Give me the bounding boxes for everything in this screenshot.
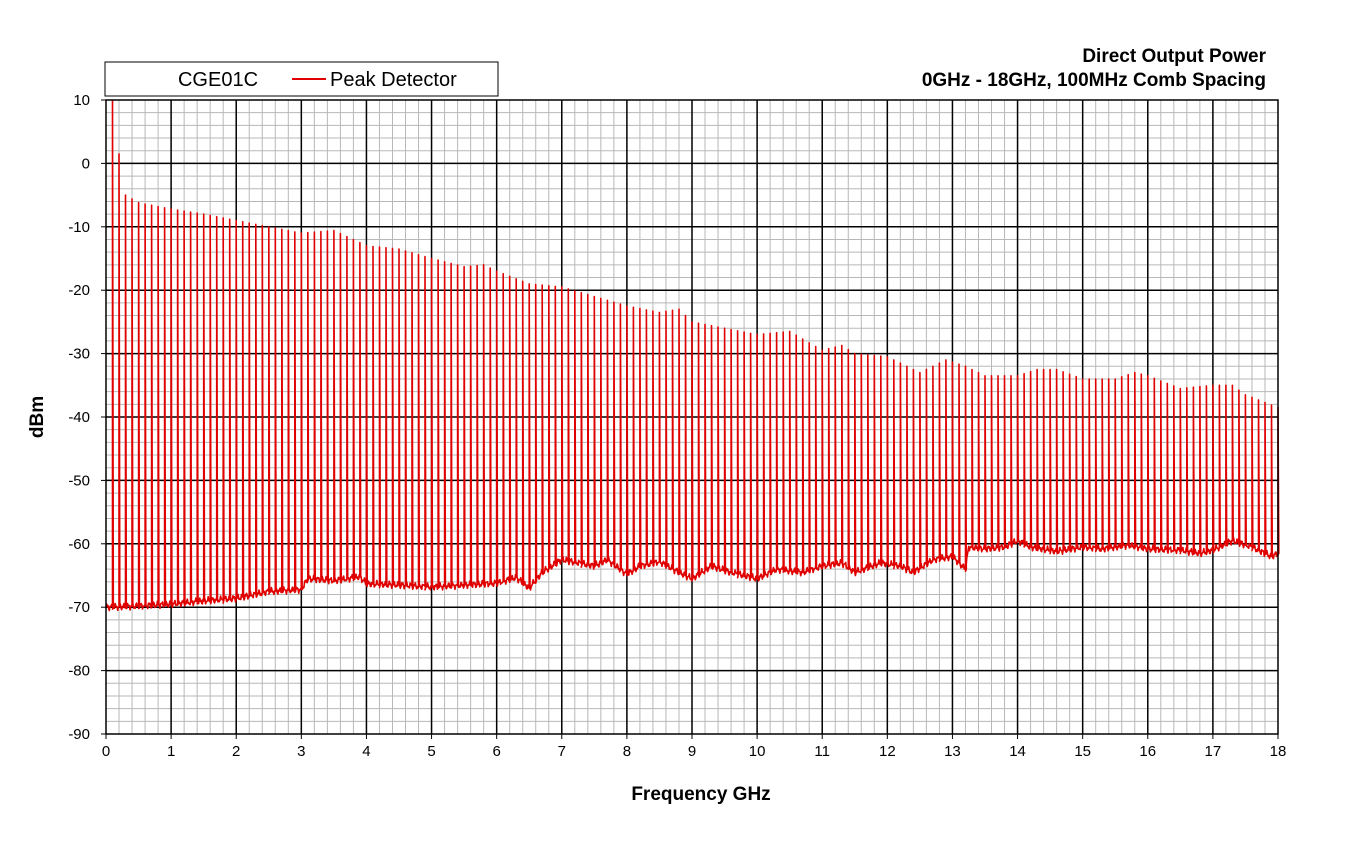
x-tick-label: 8 bbox=[623, 743, 631, 760]
x-tick-label: 14 bbox=[1009, 743, 1026, 760]
legend-device-label: CGE01C bbox=[178, 69, 258, 91]
x-axis-ticks: 0 1 2 3 4 5 6 7 8 9 10 11 12 13 14 15 16 17 18 bbox=[102, 734, 1287, 760]
x-tick-label: 12 bbox=[879, 743, 896, 760]
y-tick-label: -10 bbox=[68, 219, 90, 236]
x-tick-label: 2 bbox=[232, 743, 240, 760]
x-tick-label: 18 bbox=[1270, 743, 1287, 760]
y-axis-ticks: 10 0 -10 -20 -30 -40 -50 -60 -70 -80 -90 bbox=[68, 92, 106, 743]
y-tick-label: -60 bbox=[68, 536, 90, 553]
y-axis-title: dBm bbox=[27, 396, 48, 438]
x-tick-label: 16 bbox=[1139, 743, 1156, 760]
x-tick-label: 9 bbox=[688, 743, 696, 760]
x-tick-label: 6 bbox=[492, 743, 500, 760]
x-tick-label: 11 bbox=[814, 743, 830, 760]
y-tick-label: -30 bbox=[68, 346, 90, 363]
x-axis-title: Frequency GHz bbox=[631, 784, 770, 805]
x-tick-label: 5 bbox=[427, 743, 435, 760]
x-tick-label: 0 bbox=[102, 743, 110, 760]
y-tick-label: -90 bbox=[68, 726, 90, 743]
chart-title-line-2: 0GHz - 18GHz, 100MHz Comb Spacing bbox=[922, 70, 1266, 91]
y-tick-label: -50 bbox=[68, 472, 90, 489]
x-tick-label: 15 bbox=[1074, 743, 1091, 760]
x-tick-label: 7 bbox=[558, 743, 566, 760]
x-tick-label: 10 bbox=[749, 743, 766, 760]
chart-title-line-1: Direct Output Power bbox=[1082, 46, 1266, 67]
y-tick-label: 0 bbox=[82, 155, 90, 172]
legend-entry-peak-detector: Peak Detector bbox=[330, 69, 457, 91]
y-tick-label: -20 bbox=[68, 282, 90, 299]
x-tick-label: 3 bbox=[297, 743, 305, 760]
x-tick-label: 17 bbox=[1205, 743, 1222, 760]
series-peak-detector bbox=[105, 99, 1280, 612]
x-tick-label: 4 bbox=[362, 743, 370, 760]
legend: CGE01C Peak Detector bbox=[104, 61, 499, 97]
x-tick-label: 1 bbox=[167, 743, 175, 760]
peak-detector-trace bbox=[105, 99, 1280, 612]
y-tick-label: 10 bbox=[73, 92, 90, 109]
y-tick-label: -70 bbox=[68, 599, 90, 616]
x-tick-label: 13 bbox=[944, 743, 961, 760]
y-tick-label: -80 bbox=[68, 663, 90, 680]
y-tick-label: -40 bbox=[68, 409, 90, 426]
